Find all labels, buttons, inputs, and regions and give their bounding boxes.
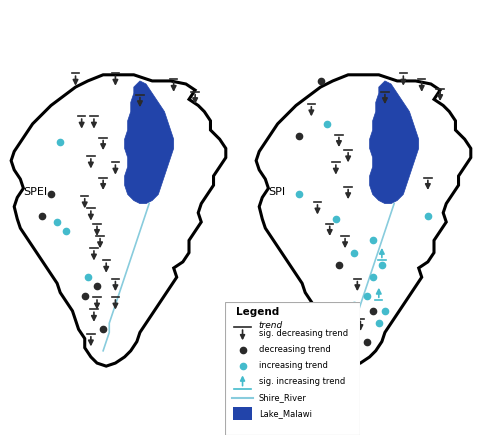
- Text: SPI: SPI: [268, 187, 285, 197]
- Polygon shape: [124, 81, 174, 204]
- Polygon shape: [370, 81, 418, 204]
- Polygon shape: [11, 75, 226, 366]
- Text: Lake_Malawi: Lake_Malawi: [259, 409, 312, 418]
- Text: sig. decreasing trend: sig. decreasing trend: [259, 329, 348, 338]
- FancyBboxPatch shape: [225, 302, 360, 435]
- Text: Legend: Legend: [236, 307, 279, 317]
- Text: Shire_River: Shire_River: [259, 393, 306, 402]
- Text: decreasing trend: decreasing trend: [259, 345, 330, 354]
- Text: SPEI: SPEI: [24, 187, 48, 197]
- Text: increasing trend: increasing trend: [259, 361, 328, 370]
- Text: sig. increasing trend: sig. increasing trend: [259, 377, 345, 386]
- Text: trend: trend: [259, 321, 283, 329]
- FancyBboxPatch shape: [233, 407, 252, 420]
- Polygon shape: [256, 75, 471, 366]
